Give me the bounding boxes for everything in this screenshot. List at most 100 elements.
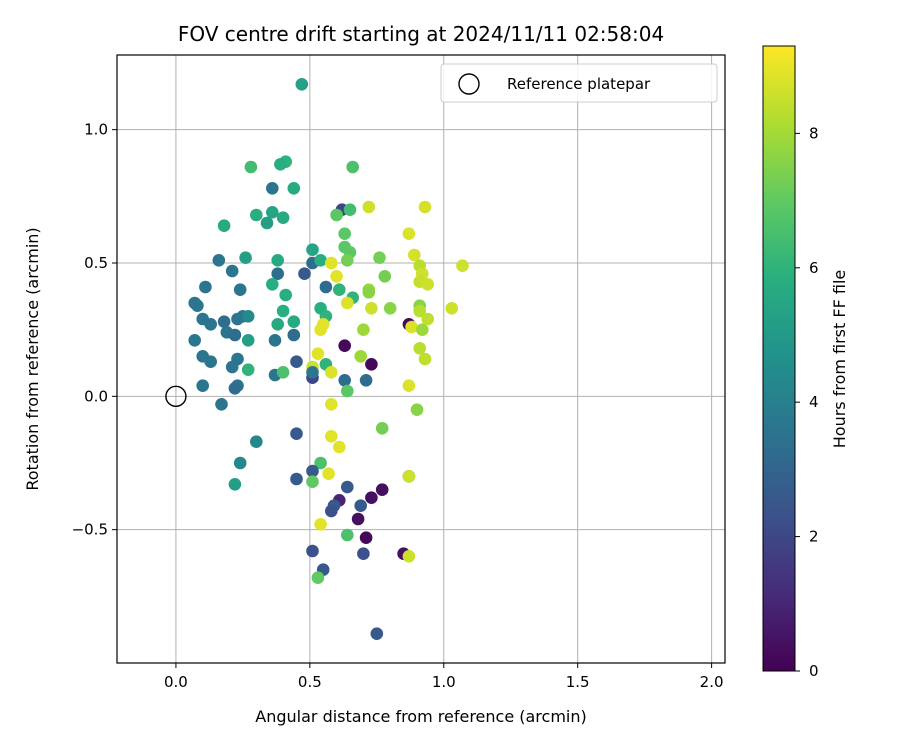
- x-tick-label: 0.0: [164, 673, 188, 691]
- data-point: [418, 200, 432, 214]
- data-point: [408, 248, 421, 262]
- data-point: [338, 339, 352, 353]
- data-point: [322, 467, 335, 481]
- data-point: [359, 531, 373, 544]
- data-point: [249, 435, 263, 449]
- data-point: [196, 379, 209, 393]
- data-point: [325, 398, 338, 411]
- data-point: [325, 430, 338, 443]
- data-point: [314, 456, 327, 470]
- colorbar-label: Hours from first FF file: [830, 270, 849, 449]
- x-tick-label: 0.5: [298, 673, 322, 691]
- colorbar-ticks: 0 2 4 6 8: [795, 124, 819, 680]
- data-point: [290, 472, 303, 486]
- data-point: [421, 312, 435, 326]
- data-point: [402, 227, 416, 240]
- legend-marker-icon: [458, 73, 480, 95]
- data-point: [271, 318, 285, 331]
- data-point: [373, 251, 386, 264]
- data-point: [188, 334, 201, 347]
- data-point: [295, 78, 309, 91]
- data-point: [314, 253, 327, 267]
- x-axis-label: Angular distance from reference (arcmin): [255, 707, 586, 726]
- data-point: [338, 374, 352, 387]
- data-point: [279, 288, 293, 302]
- reference-platepar-marker: [165, 385, 187, 408]
- data-point: [204, 318, 217, 331]
- data-point: [276, 304, 290, 318]
- data-point: [333, 283, 346, 297]
- data-point: [314, 518, 327, 531]
- legend: Reference platepar: [440, 63, 718, 103]
- data-point: [319, 280, 333, 294]
- data-point: [228, 478, 242, 491]
- data-point: [271, 267, 285, 281]
- legend-box: [440, 63, 718, 103]
- data-point: [351, 512, 365, 526]
- data-point: [287, 315, 301, 329]
- data-point: [341, 296, 354, 310]
- x-tick-label: 1.0: [432, 673, 456, 691]
- data-point: [225, 360, 239, 374]
- y-axis-ticks: −0.5 0.0 0.5 1.0: [72, 121, 117, 539]
- legend-label: Reference platepar: [507, 75, 651, 93]
- data-point: [217, 315, 231, 329]
- y-tick-label: 0.0: [84, 387, 108, 405]
- data-point: [357, 547, 370, 560]
- data-point: [268, 334, 282, 347]
- data-point: [325, 366, 338, 379]
- data-point: [306, 544, 319, 558]
- data-point: [357, 323, 370, 337]
- data-point: [341, 528, 354, 542]
- data-point: [287, 328, 301, 342]
- x-tick-label: 1.5: [566, 673, 590, 691]
- data-point: [362, 200, 376, 214]
- data-point: [276, 366, 290, 379]
- data-point: [274, 158, 287, 171]
- data-point: [346, 160, 360, 174]
- data-point: [241, 334, 255, 347]
- data-point: [249, 208, 263, 222]
- data-point: [365, 491, 378, 505]
- data-point: [306, 243, 319, 256]
- colorbar-tick-label: 4: [809, 393, 819, 411]
- data-point: [228, 382, 242, 395]
- data-point: [456, 259, 469, 273]
- data-point: [233, 456, 247, 470]
- data-point: [228, 328, 242, 342]
- colorbar: [762, 45, 796, 672]
- colorbar-tick-label: 6: [809, 259, 819, 277]
- data-point: [343, 203, 357, 216]
- data-point: [341, 480, 354, 494]
- data-point: [266, 206, 279, 219]
- data-point: [306, 475, 319, 489]
- data-point: [405, 320, 418, 334]
- data-point: [341, 253, 354, 267]
- data-point: [413, 304, 427, 318]
- chart-title: FOV centre drift starting at 2024/11/11 …: [178, 22, 664, 46]
- data-point: [290, 427, 303, 441]
- data-point: [287, 182, 301, 195]
- data-point: [311, 571, 325, 584]
- data-point: [217, 219, 231, 232]
- data-point: [330, 208, 343, 222]
- data-point: [276, 211, 290, 224]
- data-point: [233, 283, 247, 297]
- data-point: [402, 470, 416, 483]
- y-tick-label: 1.0: [84, 121, 108, 139]
- data-point: [241, 363, 255, 377]
- data-point: [260, 216, 274, 230]
- data-point: [338, 227, 352, 240]
- data-point: [199, 280, 212, 294]
- data-point: [375, 483, 389, 497]
- data-point: [330, 270, 343, 283]
- x-tick-label: 2.0: [700, 673, 724, 691]
- data-point: [365, 358, 378, 371]
- data-point: [225, 264, 239, 278]
- plot-frame: [116, 54, 726, 664]
- data-point: [365, 302, 378, 315]
- data-point: [266, 182, 279, 195]
- data-point: [341, 384, 354, 398]
- data-point: [212, 253, 226, 267]
